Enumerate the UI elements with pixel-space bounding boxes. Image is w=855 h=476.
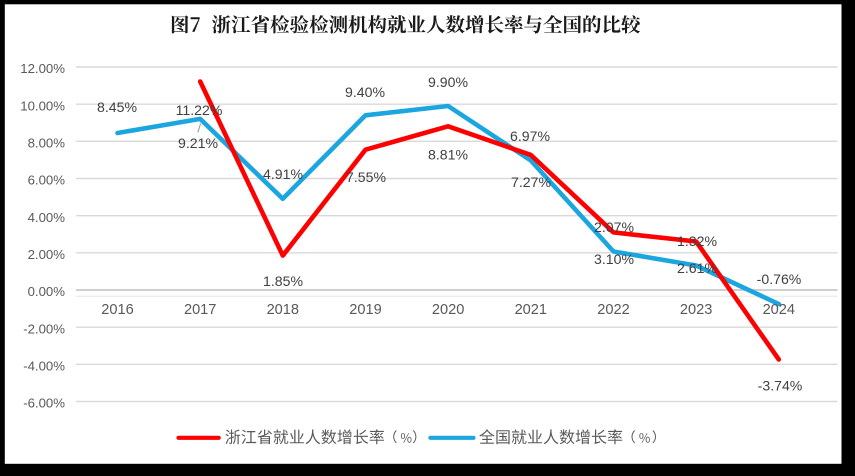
svg-text:2017: 2017 — [184, 302, 216, 318]
svg-text:-6.00%: -6.00% — [23, 396, 65, 411]
svg-text:2.61%: 2.61% — [677, 260, 717, 276]
svg-text:7.27%: 7.27% — [511, 174, 551, 190]
svg-text:-3.74%: -3.74% — [758, 378, 803, 394]
svg-text:8.00%: 8.00% — [28, 136, 66, 151]
svg-text:2018: 2018 — [267, 302, 299, 318]
svg-text:8.81%: 8.81% — [428, 147, 468, 163]
svg-text:4.91%: 4.91% — [263, 166, 303, 182]
svg-text:2024: 2024 — [763, 302, 795, 318]
svg-text:6.00%: 6.00% — [28, 173, 66, 188]
svg-text:10.00%: 10.00% — [20, 98, 65, 113]
svg-text:4.00%: 4.00% — [28, 210, 66, 225]
svg-text:2.00%: 2.00% — [28, 247, 66, 262]
svg-text:9.40%: 9.40% — [345, 84, 385, 100]
svg-text:12.00%: 12.00% — [20, 61, 65, 76]
svg-text:2016: 2016 — [101, 302, 133, 318]
svg-text:-4.00%: -4.00% — [23, 359, 65, 374]
svg-text:2.07%: 2.07% — [594, 219, 634, 235]
svg-text:1.32%: 1.32% — [677, 233, 717, 249]
svg-text:6.97%: 6.97% — [510, 128, 550, 144]
svg-text:7.55%: 7.55% — [346, 169, 386, 185]
svg-text:11.22%: 11.22% — [176, 102, 223, 118]
svg-text:2022: 2022 — [597, 302, 629, 318]
svg-text:-2.00%: -2.00% — [23, 321, 65, 336]
svg-text:3.10%: 3.10% — [594, 251, 634, 267]
svg-text:-0.76%: -0.76% — [757, 271, 802, 287]
svg-text:2023: 2023 — [680, 302, 712, 318]
svg-text:9.90%: 9.90% — [428, 74, 468, 90]
svg-text:1.85%: 1.85% — [263, 273, 303, 289]
svg-text:2019: 2019 — [349, 302, 381, 318]
svg-text:8.45%: 8.45% — [97, 99, 137, 115]
svg-text:0.00%: 0.00% — [28, 284, 66, 299]
svg-text:9.21%: 9.21% — [178, 135, 218, 151]
svg-text:2021: 2021 — [515, 302, 547, 318]
svg-text:2020: 2020 — [432, 302, 464, 318]
